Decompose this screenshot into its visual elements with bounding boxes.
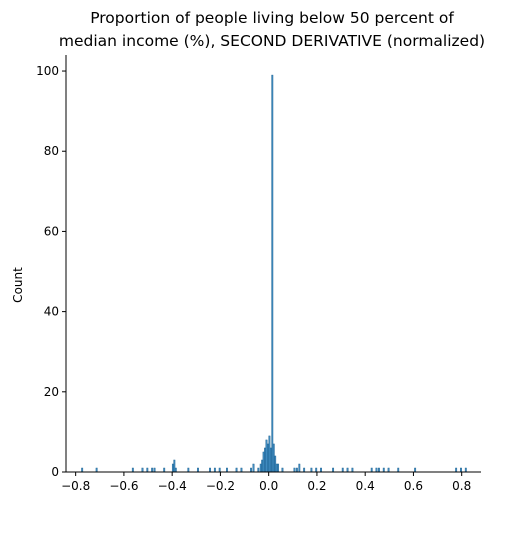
x-axis-ticks: −0.8 −0.6 −0.4 −0.2 0.0 0.2 0.4 0.6 0.8 bbox=[61, 472, 471, 493]
histogram-bar bbox=[465, 468, 466, 472]
histogram-bar bbox=[258, 468, 259, 472]
x-tick-label: 0.2 bbox=[307, 479, 326, 493]
x-tick-label: −0.8 bbox=[61, 479, 90, 493]
histogram-bar bbox=[81, 468, 82, 472]
histogram-bar bbox=[263, 452, 264, 472]
histogram-bar bbox=[250, 468, 251, 472]
histogram-bar bbox=[398, 468, 399, 472]
histogram-bar bbox=[311, 468, 312, 472]
histogram-bar bbox=[266, 440, 267, 472]
histogram-bar bbox=[96, 468, 97, 472]
histogram-bar bbox=[269, 436, 270, 472]
histogram-bar bbox=[174, 460, 175, 472]
histogram-bar bbox=[276, 464, 277, 472]
histogram-bar bbox=[272, 75, 273, 472]
histogram-bar bbox=[151, 468, 152, 472]
histogram-bar bbox=[214, 468, 215, 472]
histogram-bar bbox=[264, 448, 265, 472]
histogram-bar bbox=[352, 468, 353, 472]
y-tick-label: 0 bbox=[51, 465, 59, 479]
histogram-bar bbox=[132, 468, 133, 472]
histogram-bar bbox=[241, 468, 242, 472]
histogram-bar bbox=[209, 468, 210, 472]
histogram-bar bbox=[267, 444, 268, 472]
histogram-bar bbox=[226, 468, 227, 472]
histogram-bar bbox=[261, 460, 262, 472]
histogram-bar bbox=[197, 468, 198, 472]
histogram-bar bbox=[414, 468, 415, 472]
histogram-bar bbox=[236, 468, 237, 472]
y-tick-label: 20 bbox=[44, 385, 59, 399]
y-tick-label: 40 bbox=[44, 305, 59, 319]
histogram-bar bbox=[270, 448, 271, 472]
chart-title-line-2: median income (%), SECOND DERIVATIVE (no… bbox=[59, 32, 485, 50]
histogram-bar bbox=[383, 468, 384, 472]
y-axis-label: Count bbox=[11, 267, 25, 303]
chart-title-line-1: Proportion of people living below 50 per… bbox=[90, 9, 454, 27]
histogram-bar bbox=[175, 468, 176, 472]
x-tick-label: −0.4 bbox=[158, 479, 187, 493]
histogram-bar bbox=[282, 468, 283, 472]
bars-group bbox=[81, 75, 466, 472]
histogram-bar bbox=[277, 464, 278, 472]
histogram-bar bbox=[460, 468, 461, 472]
x-tick-label: 0.4 bbox=[356, 479, 375, 493]
histogram-bar bbox=[299, 464, 300, 472]
histogram-bar bbox=[274, 456, 275, 472]
histogram-bar bbox=[219, 468, 220, 472]
x-tick-label: 0.8 bbox=[452, 479, 471, 493]
histogram-bar bbox=[455, 468, 456, 472]
histogram-bar bbox=[378, 468, 379, 472]
histogram-bar bbox=[260, 464, 261, 472]
histogram-bar bbox=[296, 468, 297, 472]
histogram-bar bbox=[320, 468, 321, 472]
histogram-bar bbox=[315, 468, 316, 472]
y-axis-ticks: 0 20 40 60 80 100 bbox=[36, 64, 66, 479]
histogram-bar bbox=[154, 468, 155, 472]
histogram-bar bbox=[371, 468, 372, 472]
histogram-bar bbox=[172, 464, 173, 472]
histogram-bar bbox=[253, 464, 254, 472]
y-tick-label: 80 bbox=[44, 144, 59, 158]
x-tick-label: −0.6 bbox=[109, 479, 138, 493]
y-tick-label: 100 bbox=[36, 64, 59, 78]
histogram-bar bbox=[142, 468, 143, 472]
histogram-bar bbox=[147, 468, 148, 472]
y-tick-label: 60 bbox=[44, 224, 59, 238]
histogram-bar bbox=[273, 444, 274, 472]
x-tick-label: 0.0 bbox=[259, 479, 278, 493]
histogram-bar bbox=[347, 468, 348, 472]
histogram-bar bbox=[342, 468, 343, 472]
histogram-bar bbox=[163, 468, 164, 472]
histogram-bar bbox=[188, 468, 189, 472]
histogram-bar bbox=[388, 468, 389, 472]
x-tick-label: −0.2 bbox=[206, 479, 235, 493]
histogram-bar bbox=[294, 468, 295, 472]
x-tick-label: 0.6 bbox=[404, 479, 423, 493]
histogram-bar bbox=[376, 468, 377, 472]
histogram-bar bbox=[303, 468, 304, 472]
histogram-bar bbox=[332, 468, 333, 472]
